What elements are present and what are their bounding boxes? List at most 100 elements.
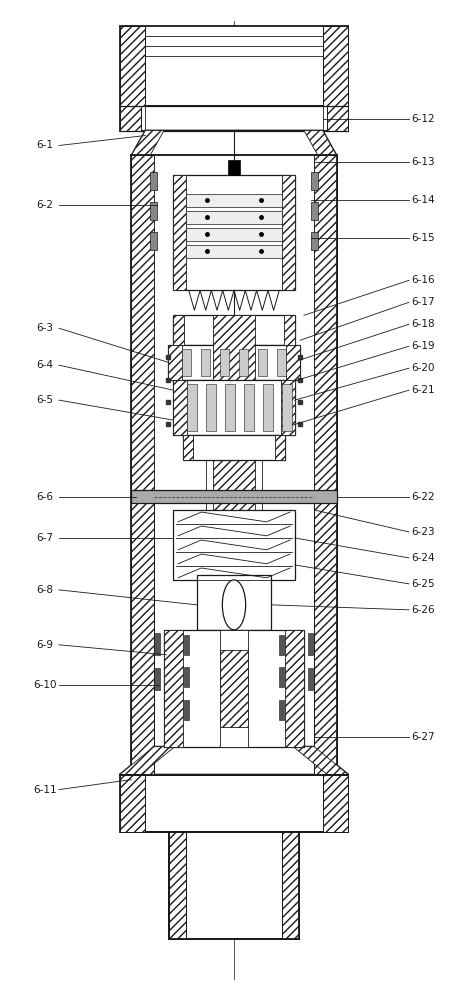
Bar [314, 155, 336, 775]
Text: 6-11: 6-11 [33, 785, 57, 795]
Bar [150, 172, 156, 190]
Bar [168, 345, 182, 380]
Text: 6-5: 6-5 [37, 395, 53, 405]
Bar [120, 775, 348, 832]
Bar [132, 155, 154, 775]
Bar [279, 700, 285, 720]
Bar [168, 345, 300, 380]
Bar [281, 380, 295, 435]
Text: 6-24: 6-24 [411, 553, 435, 563]
Text: 6-7: 6-7 [37, 533, 53, 543]
Text: 6-14: 6-14 [411, 195, 435, 205]
Bar [173, 175, 295, 290]
Bar [201, 349, 210, 376]
Bar [155, 668, 160, 690]
Bar [173, 315, 295, 345]
Text: 6-21: 6-21 [411, 385, 435, 395]
Bar [183, 635, 189, 655]
Bar [285, 630, 304, 747]
Bar [327, 106, 348, 131]
Bar [120, 26, 146, 106]
Bar [173, 510, 295, 580]
Bar [312, 202, 318, 220]
Bar [220, 650, 248, 727]
Bar [183, 435, 285, 460]
Text: 6-15: 6-15 [411, 233, 435, 243]
Bar [322, 26, 348, 106]
Bar [186, 245, 282, 258]
Polygon shape [293, 747, 348, 775]
Bar [258, 349, 267, 376]
Text: 6-10: 6-10 [33, 680, 57, 690]
Bar [282, 832, 300, 939]
Bar [132, 490, 336, 503]
Bar [213, 315, 255, 610]
Polygon shape [132, 131, 336, 155]
Bar [182, 349, 191, 376]
Bar [312, 172, 318, 190]
Bar [183, 435, 193, 460]
Text: 6-27: 6-27 [411, 732, 435, 742]
Bar [263, 384, 273, 431]
Bar [168, 832, 300, 939]
Bar [286, 345, 300, 380]
Bar [244, 384, 254, 431]
Bar [206, 384, 216, 431]
Bar [183, 667, 189, 687]
Bar [120, 106, 348, 131]
Bar [312, 232, 318, 250]
Bar [155, 633, 160, 655]
Bar [282, 175, 295, 290]
Bar [186, 228, 282, 241]
Bar [154, 155, 314, 500]
Bar [277, 349, 286, 376]
Bar [197, 575, 271, 630]
Bar [279, 667, 285, 687]
Bar [164, 630, 183, 747]
Bar [187, 384, 197, 431]
Bar [282, 384, 292, 431]
Circle shape [222, 580, 246, 630]
Text: 6-8: 6-8 [37, 585, 53, 595]
Text: 6-26: 6-26 [411, 605, 435, 615]
Bar [226, 384, 235, 431]
Text: 6-17: 6-17 [411, 297, 435, 307]
Bar [173, 380, 295, 435]
Bar [150, 232, 156, 250]
Polygon shape [304, 131, 336, 155]
Text: 6-22: 6-22 [411, 492, 435, 502]
Text: 6-18: 6-18 [411, 319, 435, 329]
Bar [173, 175, 186, 290]
Text: 6-4: 6-4 [37, 360, 53, 370]
Text: 6-6: 6-6 [37, 492, 53, 502]
Text: 6-16: 6-16 [411, 275, 435, 285]
Text: 6-25: 6-25 [411, 579, 435, 589]
Bar [150, 202, 156, 220]
Bar [228, 160, 240, 175]
Bar [120, 775, 146, 832]
Text: 6-23: 6-23 [411, 527, 435, 537]
Bar [120, 106, 141, 131]
Text: 6-19: 6-19 [411, 341, 435, 351]
Bar [183, 700, 189, 720]
Bar [308, 633, 313, 655]
Bar [186, 194, 282, 207]
Bar [173, 315, 183, 345]
Bar [285, 315, 295, 345]
Bar [220, 349, 229, 376]
Bar [220, 630, 248, 747]
Bar [168, 832, 186, 939]
Bar [275, 435, 285, 460]
Polygon shape [132, 131, 164, 155]
Text: 6-3: 6-3 [37, 323, 53, 333]
Bar [186, 211, 282, 224]
Text: 6-9: 6-9 [37, 640, 53, 650]
Bar [279, 635, 285, 655]
Polygon shape [120, 747, 348, 775]
Bar [239, 349, 248, 376]
Text: 6-1: 6-1 [37, 140, 53, 150]
Bar [308, 668, 313, 690]
Text: 6-12: 6-12 [411, 114, 435, 124]
Polygon shape [120, 747, 175, 775]
Text: 6-20: 6-20 [411, 363, 435, 373]
